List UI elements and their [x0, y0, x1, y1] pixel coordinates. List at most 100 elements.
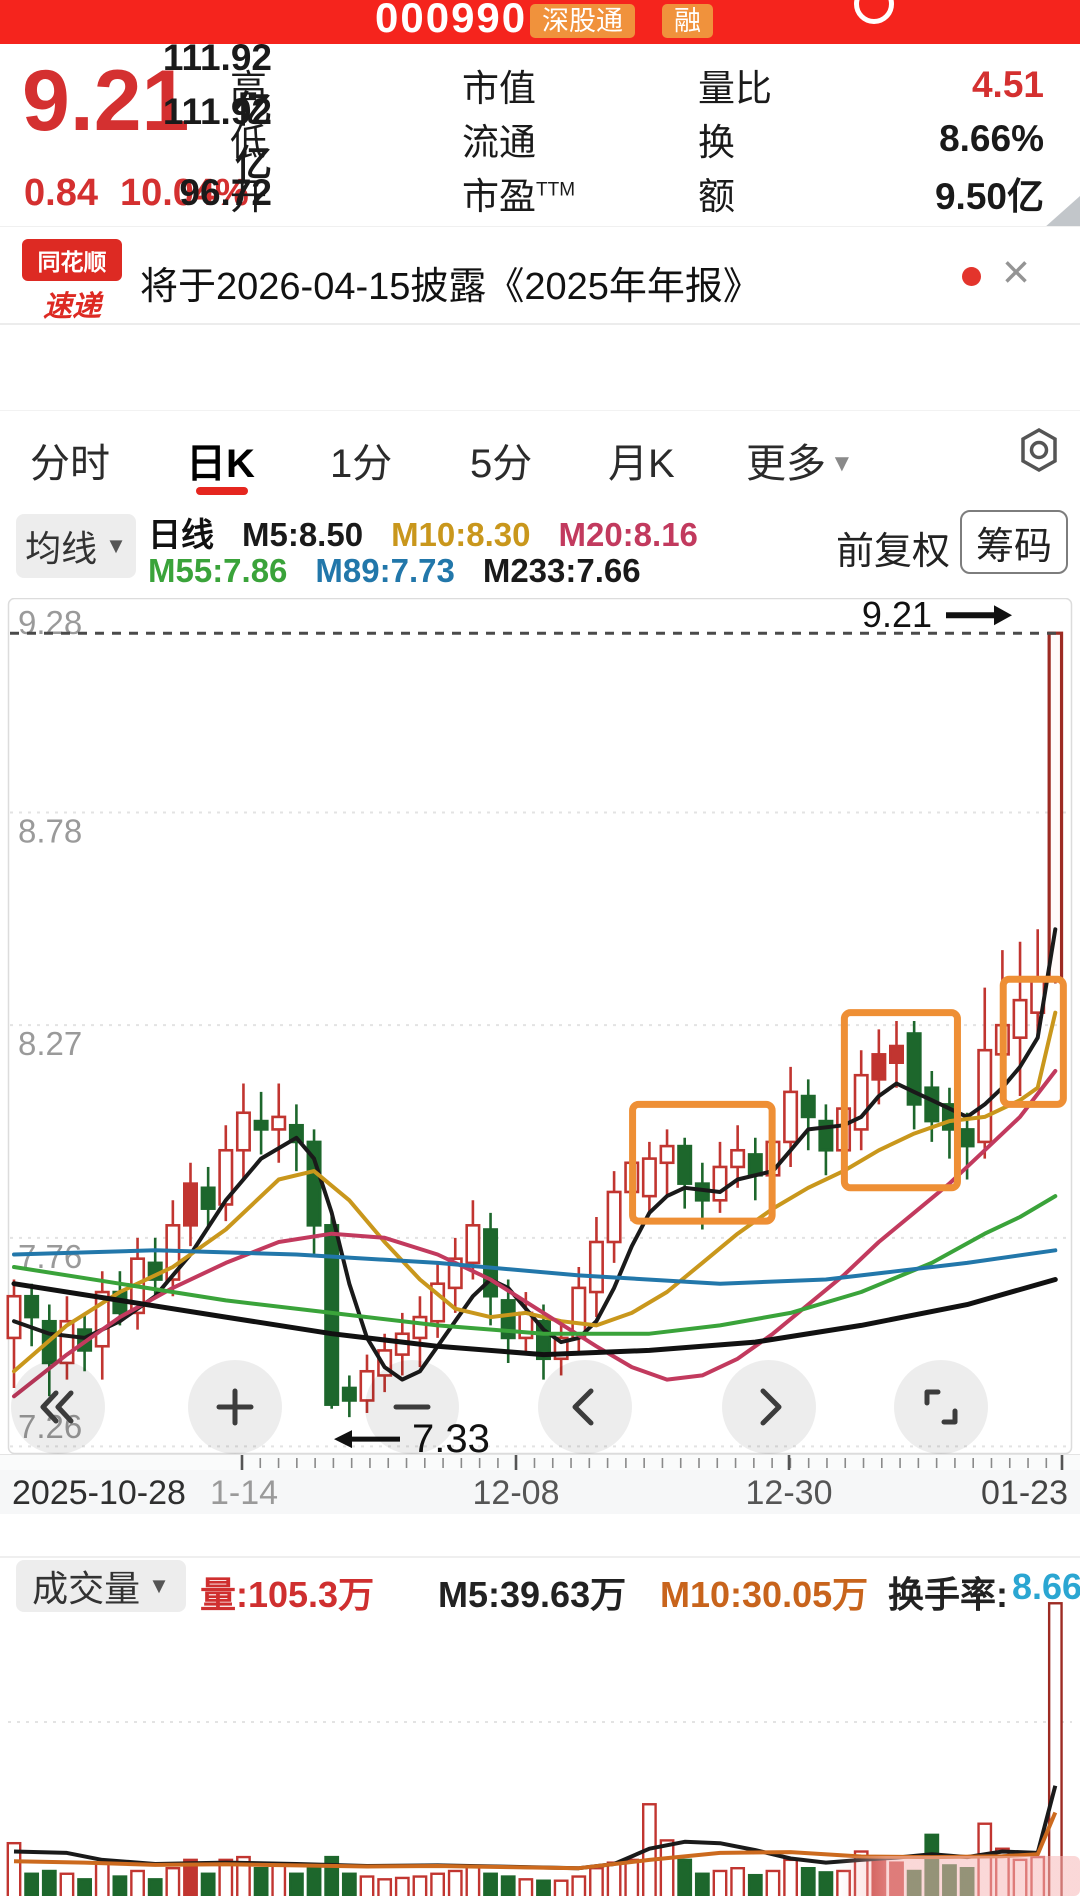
collapse-corner-icon[interactable] — [1044, 196, 1080, 228]
ma-values-line2: M55:7.86 M89:7.73 M233:7.66 — [148, 552, 669, 590]
close-icon[interactable]: × — [1002, 246, 1031, 299]
stat-label: 开 — [230, 176, 267, 217]
ma-info-bar: 均线 ▼ 日线 M5:8.50 M10:8.30 M20:8.16 M55:7.86 M8… — [0, 506, 1080, 598]
change-percent: 10.04% — [119, 172, 249, 214]
news-ticker[interactable]: 同花顺 速递 将于2026-04-15披露《2025年年报》 × — [0, 226, 1080, 325]
tab-月K[interactable]: 月K — [608, 442, 675, 486]
ma-legend-item: M233:7.66 — [482, 552, 641, 589]
stat-value: 9.50亿 — [934, 176, 1044, 217]
stat-label: 高 — [230, 68, 267, 109]
header-bar: 000990 深股通 融 — [0, 0, 1080, 44]
volume-legend-item: M5:39.63万 — [438, 1574, 627, 1615]
volume-legend-item: 8.66% — [1012, 1566, 1080, 1607]
quote-row: 市盈TTM 96.72 — [179, 166, 676, 220]
watermark — [838, 1856, 1080, 1896]
x-axis-date: 12-30 — [745, 1474, 833, 1512]
ma-selector-button[interactable]: 均线 ▼ — [16, 514, 136, 578]
volume-legend-item: 换手率: — [888, 1574, 1008, 1615]
quote-row: 换 8.66% — [698, 112, 1062, 166]
svg-text:7.33: 7.33 — [412, 1417, 490, 1454]
stock-code: 000990 — [375, 0, 528, 41]
stat-label: 额 — [698, 176, 735, 217]
ma-values-line1: 日线 M5:8.50 M10:8.30 M20:8.16 — [148, 508, 726, 556]
tab-1分[interactable]: 1分 — [330, 442, 393, 486]
rewind-button[interactable] — [11, 1360, 105, 1454]
x-axis-date: 2025-10-28 — [12, 1474, 186, 1512]
pan-right-button[interactable] — [722, 1360, 816, 1454]
logo-bottom-text: 速递 — [42, 291, 101, 323]
volume-chart[interactable] — [0, 1590, 1080, 1896]
quote-row: 开8.38 — [230, 166, 434, 220]
volume-selector-button[interactable]: 成交量 ▼ — [16, 1560, 186, 1612]
adjust-mode-link[interactable]: 前复权 — [836, 531, 951, 573]
tab-日K[interactable]: 日K — [186, 442, 255, 486]
quote-row: 市值 111.92亿 — [163, 37, 676, 130]
svg-text:9.21: 9.21 — [862, 598, 932, 635]
chevron-down-icon: ▼ — [148, 1573, 170, 1598]
svg-text:8.27: 8.27 — [18, 1025, 82, 1062]
period-tab-bar: 更多 ▼ 分时 日K 1分 5分 月K — [0, 410, 1080, 507]
stat-label: 流通 — [462, 122, 536, 163]
stat-value: 96.72 — [179, 172, 272, 213]
quote-row: 流通 111.92亿 — [163, 91, 676, 184]
tab-5分[interactable]: 5分 — [470, 442, 533, 486]
x-axis-date: 12-08 — [472, 1474, 560, 1512]
candlestick-chart[interactable]: 9.28 8.78 8.27 7.76 7.26 9.21 7.33 — [0, 594, 1080, 1461]
active-tab-underline — [196, 487, 248, 495]
last-price: 9.21 — [22, 53, 190, 149]
stat-label-sup: TTM — [536, 179, 576, 201]
x-axis-dates: 2025-10-28 1-14 12-08 12-30 01-23 — [0, 1470, 1080, 1514]
gear-icon[interactable] — [1016, 427, 1062, 478]
stat-label: 换 — [698, 122, 735, 163]
logo-top-text: 同花顺 — [22, 239, 122, 281]
change-amount: 0.84 — [24, 172, 98, 214]
stat-label: 市盈TTM — [462, 176, 576, 217]
quote-panel: 9.21 0.84 10.04% 高9.21低8.37开8.38 市值 111.92… — [0, 37, 1080, 228]
tab-more[interactable]: 更多 ▼ — [746, 442, 854, 486]
quote-row: 低8.37 — [230, 112, 434, 166]
stat-value: 8.66% — [939, 118, 1044, 159]
chevron-down-icon: ▼ — [830, 450, 854, 477]
stat-value: 111.92亿 — [162, 37, 272, 130]
quote-row: 额 9.50亿 — [698, 166, 1062, 220]
fullscreen-button[interactable] — [894, 1360, 988, 1454]
stat-label: 市值 — [462, 68, 536, 109]
ma-legend-item: M20:8.16 — [558, 516, 698, 553]
stat-value: 111.92亿 — [162, 91, 272, 184]
chips-button[interactable]: 筹码 — [960, 510, 1068, 574]
ma-legend-item: M55:7.86 — [148, 552, 288, 589]
ths-express-logo: 同花顺 速递 — [22, 239, 122, 323]
ma-legend-item: M10:8.30 — [391, 516, 531, 553]
x-axis-date: 01-23 — [981, 1474, 1068, 1512]
quote-row: 量比 4.51 — [698, 58, 1062, 112]
clipped-header-icon — [854, 0, 894, 24]
zoom-out-button[interactable] — [365, 1360, 459, 1454]
margin-badge: 融 — [662, 4, 713, 38]
svg-text:8.78: 8.78 — [18, 813, 82, 850]
quote-row: 高9.21 — [230, 58, 434, 112]
pan-left-button[interactable] — [538, 1360, 632, 1454]
stat-label: 量比 — [698, 68, 772, 109]
ma-legend-item: M5:8.50 — [242, 516, 364, 553]
shenzhen-connect-badge: 深股通 — [530, 4, 635, 38]
zoom-in-button[interactable] — [188, 1360, 282, 1454]
volume-legend-item: 量:105.3万 — [200, 1574, 375, 1615]
period-label: 日线 — [148, 516, 214, 553]
volume-info-bar: 成交量 ▼ 量:105.3万 M5:39.63万 M10:30.05万 换手率: 8.66… — [0, 1556, 1080, 1615]
chevron-down-icon: ▼ — [105, 533, 127, 558]
volume-legend-item: M10:30.05万 — [660, 1574, 869, 1615]
news-text[interactable]: 将于2026-04-15披露《2025年年报》 — [140, 266, 761, 308]
x-axis-date: 1-14 — [210, 1474, 279, 1512]
stat-value: 4.51 — [971, 64, 1044, 105]
time-ruler — [0, 1454, 1080, 1473]
unread-dot — [962, 267, 981, 286]
ma-legend-item: M89:7.73 — [315, 552, 455, 589]
quote-col-cap: 市值 111.92亿 流通 111.92亿 市盈TTM 96.72 — [163, 37, 676, 220]
svg-text:9.28: 9.28 — [18, 604, 82, 641]
price-change: 0.84 10.04% — [24, 172, 271, 215]
quote-col-hlo: 高9.21低8.37开8.38 — [230, 58, 434, 220]
tab-分时[interactable]: 分时 — [30, 442, 110, 486]
stat-label: 低 — [230, 122, 267, 163]
quote-col-ratio: 量比 4.51 换 8.66% 额 9.50亿 — [698, 58, 1062, 220]
